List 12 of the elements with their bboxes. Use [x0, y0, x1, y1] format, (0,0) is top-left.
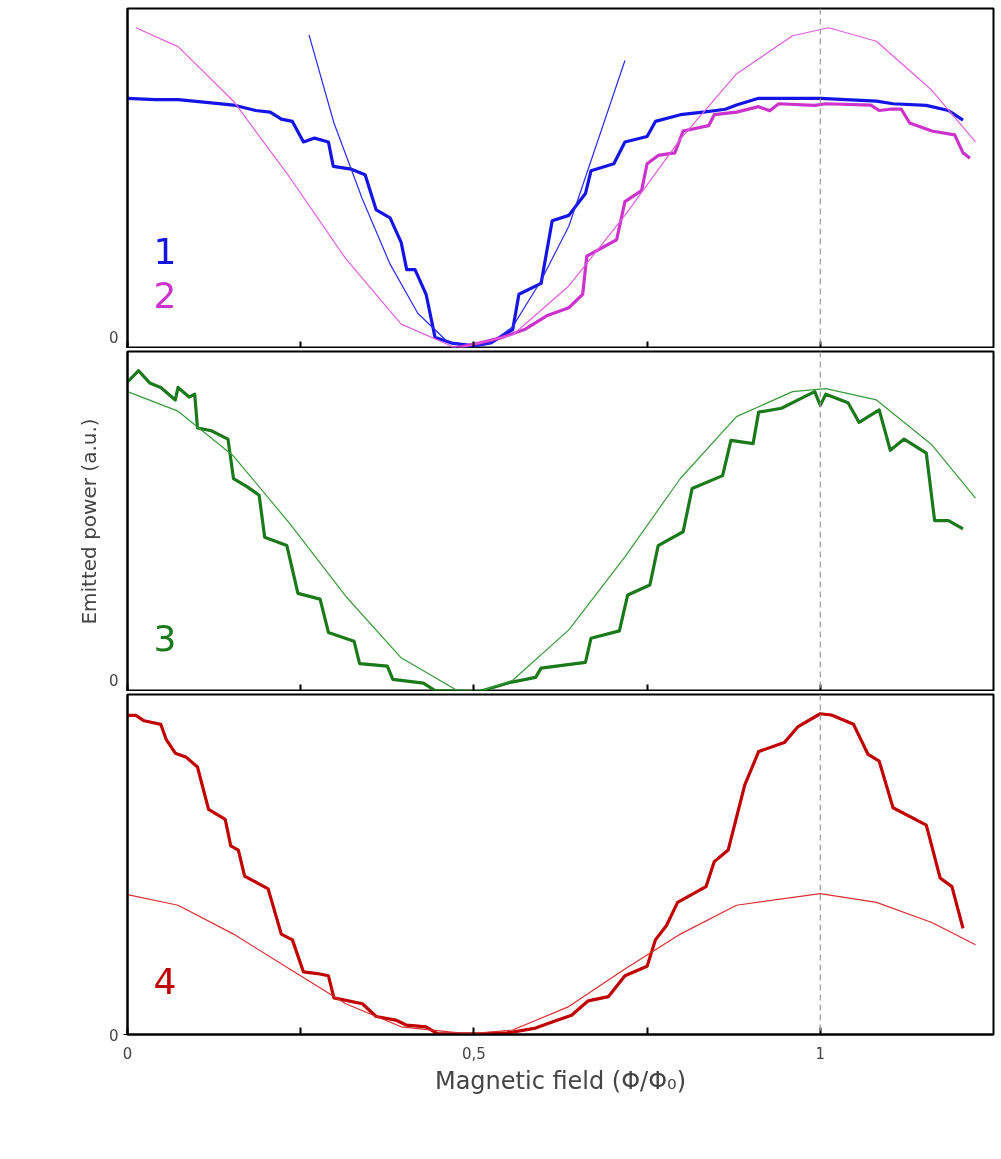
- y-axis-title: Emitted power (a.u.): [76, 418, 101, 625]
- text: 1: [153, 230, 177, 272]
- text: 0: [108, 1026, 119, 1045]
- text: 0: [108, 328, 119, 347]
- x-tick-label: 0: [122, 1044, 133, 1063]
- x-tick-label: 1: [815, 1044, 826, 1063]
- x-axis-title: Magnetic field (Φ/Φ₀): [434, 1066, 687, 1095]
- text: 3: [153, 617, 177, 659]
- text: 2: [153, 274, 177, 316]
- text: 0: [108, 671, 119, 690]
- text: 4: [153, 960, 177, 1002]
- x-tick-label: 0,5: [461, 1044, 486, 1063]
